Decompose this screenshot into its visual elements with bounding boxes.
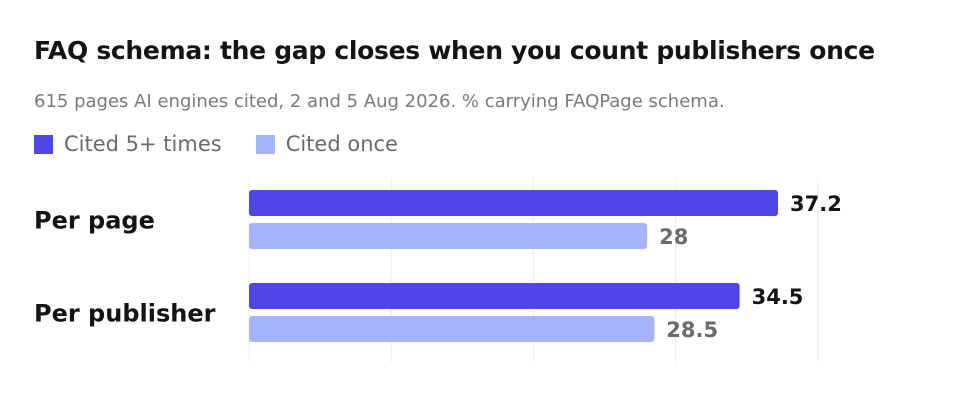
bar (249, 316, 655, 342)
chart-subtitle: 615 pages AI engines cited, 2 and 5 Aug … (34, 91, 725, 112)
category-label: Per publisher (34, 300, 216, 328)
data-label: 28.5 (666, 318, 718, 342)
legend-item-series-2: Cited once (255, 132, 398, 156)
data-label: 28 (659, 225, 688, 249)
legend: Cited 5+ times Cited once (34, 131, 432, 157)
legend-item-series-1: Cited 5+ times (34, 132, 222, 156)
legend-swatch-series-2 (255, 134, 275, 154)
legend-swatch-series-1 (34, 134, 53, 154)
data-label: 37.2 (790, 192, 842, 216)
bar (249, 283, 740, 309)
chart-title: FAQ schema: the gap closes when you coun… (34, 36, 875, 65)
data-label: 34.5 (752, 285, 804, 309)
legend-label-series-1: Cited 5+ times (64, 132, 222, 156)
bar (249, 190, 778, 216)
legend-label-series-2: Cited once (285, 132, 398, 156)
category-label: Per page (34, 207, 155, 235)
bar (249, 223, 648, 249)
